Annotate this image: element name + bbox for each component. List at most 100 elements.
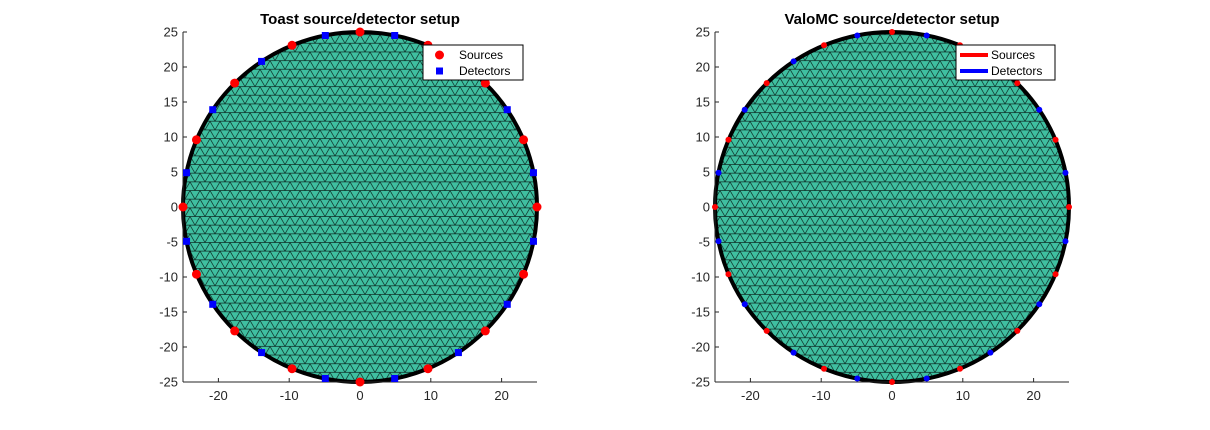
sources-boundary-mark: [712, 204, 718, 210]
detectors-boundary-mark: [715, 238, 722, 245]
legend-label: Detectors: [991, 64, 1042, 78]
source-marker: [230, 326, 240, 336]
source-marker: [519, 135, 529, 145]
y-tick-label: -25: [159, 375, 178, 390]
detector-marker: [391, 32, 399, 39]
source-marker: [423, 364, 433, 374]
y-tick-label: 10: [164, 130, 178, 145]
source-marker: [519, 269, 529, 279]
sources-boundary-mark: [725, 271, 732, 278]
source-marker: [287, 40, 297, 50]
detector-marker: [321, 375, 329, 382]
sources-boundary-mark: [821, 42, 828, 49]
legend-label: Detectors: [459, 64, 510, 78]
detectors-boundary-mark: [1062, 238, 1069, 245]
detector-marker: [529, 169, 537, 177]
legend-label: Sources: [459, 48, 503, 62]
y-tick-label: -10: [691, 270, 710, 285]
x-tick-label: 20: [1026, 388, 1040, 403]
detector-marker: [503, 300, 511, 308]
y-tick-label: -25: [691, 375, 710, 390]
detector-marker: [258, 57, 266, 65]
detectors-boundary-mark: [1036, 106, 1043, 113]
detectors-boundary-mark: [1036, 301, 1043, 308]
sources-boundary-mark: [1014, 327, 1021, 334]
detector-marker: [258, 349, 266, 357]
legend-box: [955, 44, 1056, 81]
x-tick-label: -20: [741, 388, 760, 403]
valomc-panel: ValoMC source/detector setup -20 -10 0 10 20 -…: [691, 11, 1072, 403]
detectors-boundary-mark: [987, 349, 994, 356]
y-tick-label: 25: [164, 25, 178, 40]
source-marker: [480, 78, 490, 88]
chart-title: ValoMC source/detector setup: [784, 11, 999, 28]
detector-marker: [209, 106, 217, 114]
chart-title: Toast source/detector setup: [260, 11, 460, 28]
y-tick-label: 5: [171, 165, 178, 180]
sources-boundary-mark: [1014, 80, 1021, 87]
detectors-boundary-mark: [715, 169, 722, 176]
detector-marker: [183, 237, 191, 245]
sources-boundary-mark: [725, 136, 732, 143]
sources-boundary-mark: [1052, 271, 1059, 278]
sources-boundary-mark: [821, 365, 828, 372]
x-tick-label: 10: [424, 388, 438, 403]
detectors-boundary-mark: [923, 32, 930, 39]
detector-marker: [209, 300, 217, 308]
x-tick-label: -10: [812, 388, 831, 403]
sources-boundary-mark: [763, 327, 770, 334]
detectors-boundary-mark: [741, 106, 748, 113]
source-marker: [287, 364, 297, 374]
y-tick-label: 15: [164, 95, 178, 110]
y-tick-label: -5: [698, 235, 710, 250]
detector-marker: [321, 32, 329, 39]
detectors-boundary-mark: [923, 375, 930, 382]
x-tick-label: 0: [356, 388, 363, 403]
source-marker: [191, 269, 201, 279]
detector-marker: [454, 349, 462, 357]
detector-marker: [183, 169, 191, 177]
detectors-boundary-mark: [790, 58, 797, 65]
legend-swatch: [435, 50, 444, 60]
detectors-boundary-mark: [1062, 169, 1069, 176]
toast-panel: Toast source/detector setup -20 -10 0 10 20 -2…: [159, 11, 542, 403]
x-tick-label: 10: [956, 388, 970, 403]
legend: Sources Detectors: [422, 44, 524, 81]
y-tick-label: -5: [166, 235, 178, 250]
sources-boundary-mark: [1052, 136, 1059, 143]
detectors-boundary-mark: [854, 375, 861, 382]
detector-marker: [503, 106, 511, 114]
detectors-boundary-mark: [790, 349, 797, 356]
y-tick-label: -15: [159, 305, 178, 320]
source-marker: [355, 27, 365, 37]
y-tick-label: -20: [691, 340, 710, 355]
detectors-boundary-mark: [854, 32, 861, 39]
y-tick-label: 15: [696, 95, 710, 110]
x-tick-label: -20: [209, 388, 228, 403]
x-tick-label: -10: [280, 388, 299, 403]
legend: Sources Detectors: [955, 44, 1056, 81]
source-marker: [230, 78, 240, 88]
sources-boundary-mark: [889, 29, 895, 35]
y-tick-label: 25: [696, 25, 710, 40]
y-tick-label: 0: [171, 200, 178, 215]
y-tick-label: 5: [703, 165, 710, 180]
source-marker: [178, 202, 188, 212]
x-tick-label: 0: [888, 388, 895, 403]
source-marker: [191, 135, 201, 145]
y-tick-label: 20: [696, 60, 710, 75]
legend-label: Sources: [991, 48, 1035, 62]
y-tick-label: -10: [159, 270, 178, 285]
source-marker: [355, 377, 365, 387]
source-marker: [480, 326, 490, 336]
x-tick-label: 20: [494, 388, 508, 403]
detector-marker: [391, 375, 399, 382]
detectors-boundary-mark: [741, 301, 748, 308]
sources-boundary-mark: [763, 80, 770, 87]
source-marker: [532, 202, 542, 212]
sources-boundary-mark: [956, 365, 963, 372]
y-tick-label: -15: [691, 305, 710, 320]
sources-boundary-mark: [889, 379, 895, 385]
sources-boundary-mark: [1066, 204, 1072, 210]
